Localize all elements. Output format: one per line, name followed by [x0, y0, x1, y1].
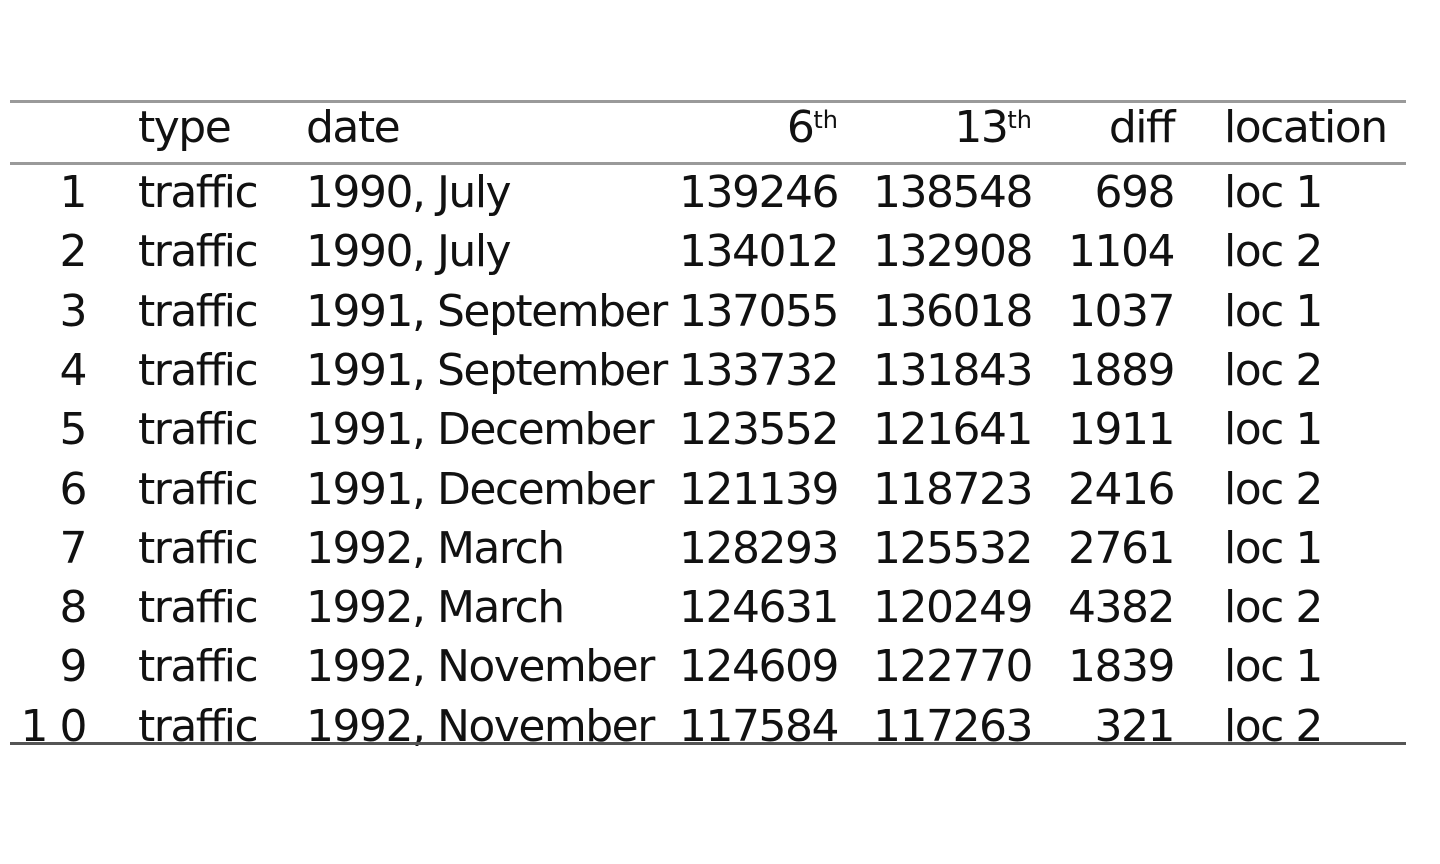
- cell-diff: 2416: [1068, 463, 1175, 515]
- header-13th-base: 13: [954, 102, 1009, 153]
- cell-6th: 128293: [679, 522, 839, 574]
- cell-type: traffic: [138, 285, 259, 337]
- table-row: 9 traffic 1992, November 124609 122770 1839 lo…: [10, 637, 1406, 696]
- cell-date: 1992, March: [306, 522, 565, 574]
- cell-date: 1992, November: [306, 641, 655, 693]
- cell-type: traffic: [138, 582, 259, 634]
- cell-type: traffic: [138, 404, 259, 456]
- cell-location: loc 1: [1224, 404, 1323, 456]
- cell-index: 9: [59, 641, 88, 693]
- header-6th-base: 6: [786, 102, 815, 153]
- table-row: 8 traffic 1992, March 124631 120249 4382 loc 2: [10, 578, 1406, 637]
- cell-index: 8: [59, 582, 88, 634]
- cell-6th: 124609: [679, 641, 839, 693]
- cell-6th: 133732: [679, 344, 839, 396]
- table-row: 7 traffic 1992, March 128293 125532 2761 loc 1: [10, 519, 1406, 578]
- cell-index: 3: [59, 285, 88, 337]
- cell-13th: 138548: [873, 167, 1033, 218]
- header-index: [10, 100, 86, 160]
- cell-index: 4: [59, 344, 88, 396]
- cell-location: loc 2: [1224, 463, 1323, 515]
- table-row: 1 0 traffic 1992, November 117584 117263 321 l…: [10, 697, 1406, 756]
- cell-type: traffic: [138, 463, 259, 515]
- cell-13th: 131843: [873, 344, 1033, 396]
- table-row: 3 traffic 1991, September 137055 136018 1037 l…: [10, 282, 1406, 341]
- cell-6th: 124631: [679, 582, 839, 634]
- cell-type: traffic: [138, 226, 259, 278]
- table-row: 5 traffic 1991, December 123552 121641 1911 lo…: [10, 400, 1406, 459]
- cell-13th: 122770: [873, 641, 1033, 693]
- header-diff: diff: [1108, 102, 1176, 153]
- cell-13th: 117263: [873, 700, 1033, 752]
- cell-diff: 1104: [1068, 226, 1175, 278]
- cell-13th: 121641: [873, 404, 1033, 456]
- header-13th-sup: th: [1007, 106, 1032, 134]
- cell-date: 1991, September: [306, 285, 668, 337]
- cell-date: 1990, July: [306, 167, 512, 218]
- cell-date: 1991, December: [306, 463, 655, 515]
- cell-6th: 123552: [679, 404, 839, 456]
- cell-6th: 137055: [679, 285, 839, 337]
- cell-13th: 118723: [873, 463, 1033, 515]
- cell-type: traffic: [138, 167, 259, 218]
- cell-index: 2: [59, 226, 88, 278]
- cell-diff: 2761: [1068, 522, 1175, 574]
- cell-index: 1: [59, 167, 88, 218]
- cell-location: loc 1: [1224, 522, 1323, 574]
- cell-location: loc 2: [1224, 226, 1323, 278]
- cell-type: traffic: [138, 522, 259, 574]
- cell-index: 5: [59, 404, 88, 456]
- cell-location: loc 2: [1224, 700, 1323, 752]
- cell-6th: 139246: [679, 167, 839, 218]
- cell-diff: 321: [1094, 700, 1176, 752]
- table-row: 6 traffic 1991, December 121139 118723 2416 lo…: [10, 460, 1406, 519]
- cell-6th: 134012: [679, 226, 839, 278]
- cell-date: 1990, July: [306, 226, 512, 278]
- header-date: date: [306, 102, 401, 153]
- cell-type: traffic: [138, 344, 259, 396]
- cell-date: 1992, November: [306, 700, 655, 752]
- cell-diff: 1889: [1068, 344, 1175, 396]
- cell-diff: 698: [1094, 167, 1176, 218]
- cell-location: loc 2: [1224, 582, 1323, 634]
- header-type: type: [138, 102, 232, 153]
- header-13th: 13th: [860, 100, 1032, 160]
- cell-13th: 125532: [873, 522, 1033, 574]
- cell-date: 1992, March: [306, 582, 565, 634]
- cell-6th: 121139: [679, 463, 839, 515]
- cell-index: 1 0: [20, 700, 88, 752]
- table-bottom-rule: [10, 742, 1406, 745]
- header-6th-sup: th: [813, 106, 838, 134]
- cell-13th: 136018: [873, 285, 1033, 337]
- cell-location: loc 1: [1224, 641, 1323, 693]
- cell-date: 1991, December: [306, 404, 655, 456]
- cell-date: 1991, September: [306, 344, 668, 396]
- header-location: location: [1224, 102, 1388, 153]
- cell-13th: 120249: [873, 582, 1033, 634]
- table-header-rule: [10, 162, 1406, 165]
- cell-13th: 132908: [873, 226, 1033, 278]
- table-top-rule: [10, 100, 1406, 103]
- table-row: 1 traffic 1990, July 139246 138548 698 loc 1: [10, 163, 1406, 222]
- cell-diff: 1037: [1068, 285, 1175, 337]
- cell-location: loc 1: [1224, 167, 1323, 218]
- table-row: 2 traffic 1990, July 134012 132908 1104 loc 2: [10, 222, 1406, 281]
- cell-diff: 1839: [1068, 641, 1175, 693]
- cell-diff: 4382: [1068, 582, 1175, 634]
- table-row: 4 traffic 1991, September 133732 131843 1889 l…: [10, 341, 1406, 400]
- cell-location: loc 2: [1224, 344, 1323, 396]
- table-header-row: type date 6th 13th diff location: [10, 100, 1406, 160]
- header-6th: 6th: [670, 100, 838, 160]
- cell-diff: 1911: [1068, 404, 1175, 456]
- cell-6th: 117584: [679, 700, 839, 752]
- cell-type: traffic: [138, 700, 259, 752]
- cell-index: 6: [59, 463, 88, 515]
- cell-index: 7: [59, 522, 88, 574]
- cell-type: traffic: [138, 641, 259, 693]
- cell-location: loc 1: [1224, 285, 1323, 337]
